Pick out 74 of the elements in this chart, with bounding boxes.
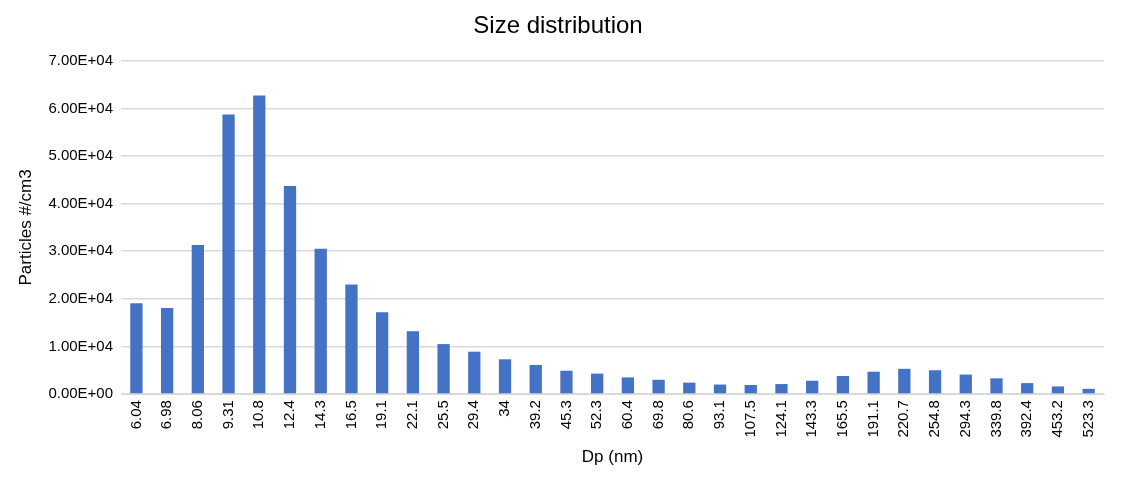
bar (222, 114, 235, 394)
x-tick-label: 45.3 (556, 400, 574, 430)
chart-title: Size distribution (473, 11, 643, 39)
x-tick-label: 107.5 (740, 400, 758, 438)
bar (314, 248, 327, 394)
bar (867, 371, 880, 394)
x-tick-label: 220.7 (894, 400, 912, 438)
x-axis-title: Dp (nm) (581, 447, 644, 467)
x-tick-label: 93.1 (710, 400, 728, 430)
bar (806, 380, 819, 394)
bar (130, 303, 143, 394)
x-tick-label: 392.4 (1017, 400, 1035, 438)
x-tick-label: 19.1 (372, 400, 390, 430)
bar (253, 95, 266, 394)
bar (959, 374, 972, 394)
x-tick-label: 22.1 (403, 400, 420, 430)
bar (529, 365, 542, 394)
x-tick-label: 69.8 (648, 400, 666, 430)
y-tick-label: 7.00E+04 (48, 50, 114, 68)
x-tick-label: 191.1 (863, 400, 881, 438)
bar (468, 351, 481, 394)
x-tick-label: 165.5 (833, 400, 851, 438)
bar (898, 368, 911, 394)
x-tick-label: 16.5 (341, 400, 359, 430)
x-tick-label: 39.2 (525, 400, 543, 430)
x-tick-label: 339.8 (986, 400, 1004, 438)
bar (498, 359, 512, 394)
x-tick-label: 6.04 (126, 400, 144, 430)
x-tick-label: 8.06 (187, 400, 205, 430)
y-tick-label: 3.00E+04 (48, 241, 114, 259)
bar (591, 373, 604, 394)
bar (744, 385, 757, 394)
bar (990, 378, 1003, 394)
x-tick-label: 124.1 (771, 400, 789, 438)
bar (376, 312, 389, 394)
bar (775, 384, 788, 394)
bar (928, 370, 942, 394)
y-tick-label: 6.00E+04 (48, 98, 114, 116)
y-tick-label: 2.00E+04 (48, 288, 114, 306)
x-tick-label: 453.2 (1048, 400, 1066, 438)
x-tick-label: 34 (495, 400, 513, 417)
y-tick-label: 1.00E+04 (48, 336, 114, 354)
bar (560, 370, 573, 394)
x-tick-label: 80.6 (679, 400, 697, 430)
x-tick-label: 25.5 (433, 400, 451, 430)
bar (652, 379, 665, 394)
x-tick-label: 60.4 (618, 400, 636, 430)
bar (836, 375, 850, 394)
x-tick-label: 9.31 (218, 400, 236, 430)
bar (345, 284, 358, 394)
y-tick-label: 5.00E+04 (48, 146, 114, 164)
bar (283, 186, 297, 394)
bar (191, 245, 204, 394)
x-tick-label: 14.3 (310, 400, 328, 430)
x-tick-label: 523.3 (1078, 400, 1096, 438)
x-tick-label: 12.4 (280, 400, 298, 430)
y-tick-label: 4.00E+04 (48, 193, 114, 211)
bar (621, 377, 635, 394)
bar (406, 331, 419, 394)
x-tick-label: 254.8 (925, 400, 943, 438)
bar (437, 344, 450, 394)
y-axis-title: Particles #/cm3 (15, 169, 35, 286)
bar (1021, 383, 1034, 394)
bar (1051, 386, 1065, 394)
x-tick-label: 10.8 (249, 400, 267, 430)
bar (1082, 388, 1095, 394)
x-tick-label: 52.3 (587, 400, 605, 430)
x-tick-label: 29.4 (464, 400, 482, 430)
x-tick-label: 143.3 (802, 400, 820, 438)
y-tick-label: 0.00E+00 (48, 384, 114, 402)
x-tick-label: 294.3 (955, 400, 973, 438)
bar (160, 307, 174, 394)
bar (683, 382, 696, 394)
x-tick-label: 6.98 (157, 400, 175, 430)
